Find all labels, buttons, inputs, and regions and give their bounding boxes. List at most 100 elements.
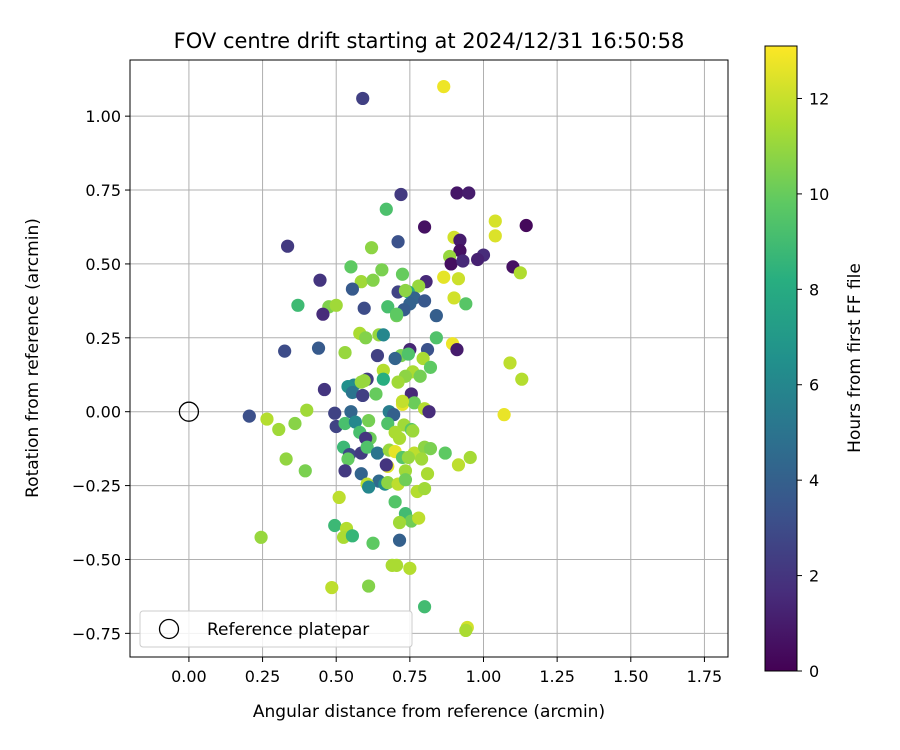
- legend-marker: [158, 618, 180, 640]
- data-point: [316, 307, 330, 321]
- colorbar-tick-label: 0: [809, 662, 819, 681]
- data-point: [279, 452, 293, 466]
- data-point: [338, 464, 352, 478]
- data-point: [369, 387, 383, 401]
- reference-point: [178, 401, 200, 422]
- x-tick-label: 1.25: [539, 667, 575, 686]
- data-point: [354, 467, 368, 481]
- x-tick-label: 0.50: [318, 667, 354, 686]
- data-point: [288, 416, 302, 431]
- data-point: [422, 405, 436, 419]
- data-point: [345, 282, 360, 296]
- data-point: [272, 422, 286, 437]
- data-point: [341, 452, 355, 466]
- reference-marker: [178, 401, 200, 422]
- data-point: [488, 214, 502, 228]
- data-point: [254, 530, 268, 544]
- data-point: [298, 464, 312, 478]
- data-point: [362, 413, 376, 428]
- data-point: [391, 375, 405, 389]
- colorbar-tick-label: 12: [809, 89, 829, 108]
- y-tick-label: 0.00: [85, 403, 121, 422]
- colorbar: 0 2 4 6 8 10 12 Hours from first FF file: [764, 45, 865, 681]
- colorbar-tick-label: 10: [809, 185, 829, 204]
- data-point: [453, 244, 467, 258]
- data-point: [381, 476, 395, 490]
- x-tick-label: 1.00: [466, 667, 502, 686]
- data-point: [462, 186, 476, 200]
- legend-box: [139, 610, 413, 648]
- data-point: [376, 328, 390, 342]
- data-point: [459, 623, 473, 638]
- data-point: [417, 481, 432, 496]
- data-point: [359, 331, 373, 345]
- data-point: [354, 275, 368, 289]
- legend-label: Reference platepar: [207, 620, 369, 640]
- data-point: [401, 347, 415, 361]
- data-point: [348, 415, 362, 429]
- data-point: [388, 495, 402, 509]
- data-point: [451, 458, 466, 472]
- y-tick-label: −0.50: [72, 550, 121, 569]
- data-point: [357, 374, 371, 388]
- x-tick-label: 0.25: [245, 667, 281, 686]
- legend: Reference platepar: [139, 610, 413, 648]
- data-point: [417, 600, 432, 614]
- data-point: [278, 344, 292, 358]
- data-point: [519, 218, 533, 233]
- data-point: [317, 382, 332, 397]
- colorbar-tick-label: 8: [809, 280, 819, 299]
- data-point: [429, 331, 443, 345]
- y-tick-label: 0.50: [85, 255, 121, 274]
- data-point: [375, 263, 389, 277]
- data-point: [388, 351, 402, 366]
- data-point: [344, 260, 358, 274]
- data-point: [362, 480, 376, 494]
- x-axis-label: Angular distance from reference (arcmin): [253, 702, 605, 722]
- colorbar-tick-label: 6: [809, 376, 819, 395]
- data-point: [356, 388, 370, 403]
- data-point: [471, 252, 485, 267]
- chart-title: FOV centre drift starting at 2024/12/31 …: [174, 29, 685, 53]
- data-point: [370, 446, 385, 460]
- data-point: [329, 298, 343, 312]
- data-point: [389, 558, 404, 572]
- data-point: [437, 270, 451, 284]
- y-tick-label: 1.00: [85, 107, 121, 126]
- data-point: [344, 405, 358, 419]
- data-point: [281, 239, 295, 253]
- data-point: [392, 533, 407, 547]
- data-point: [392, 431, 407, 445]
- data-point: [242, 409, 256, 423]
- data-point: [381, 416, 395, 431]
- y-tick-label: 0.25: [85, 329, 121, 348]
- data-point: [459, 297, 473, 311]
- data-point: [450, 343, 464, 357]
- data-point: [360, 440, 374, 454]
- data-point: [401, 450, 415, 465]
- colorbar-tick-label: 4: [809, 471, 819, 490]
- data-point: [291, 298, 305, 312]
- colorbar-gradient: [764, 45, 798, 672]
- y-tick-label: −0.25: [72, 477, 121, 496]
- data-point: [403, 561, 417, 575]
- x-tick-label: 1.75: [687, 667, 723, 686]
- data-point: [394, 187, 408, 202]
- x-tick-label: 0.00: [171, 667, 207, 686]
- data-point: [391, 235, 405, 249]
- data-point: [313, 273, 327, 287]
- data-point: [356, 91, 370, 106]
- y-tick-label: −0.75: [72, 624, 121, 643]
- data-point: [488, 229, 502, 243]
- x-tick-label: 0.75: [392, 667, 428, 686]
- x-tick-label: 1.50: [613, 667, 649, 686]
- data-point: [364, 241, 379, 255]
- data-point: [413, 369, 427, 383]
- data-points: [242, 79, 533, 638]
- data-point: [513, 266, 527, 280]
- data-point: [395, 394, 410, 408]
- data-point: [515, 372, 529, 386]
- data-point: [423, 442, 438, 456]
- data-point: [412, 279, 426, 293]
